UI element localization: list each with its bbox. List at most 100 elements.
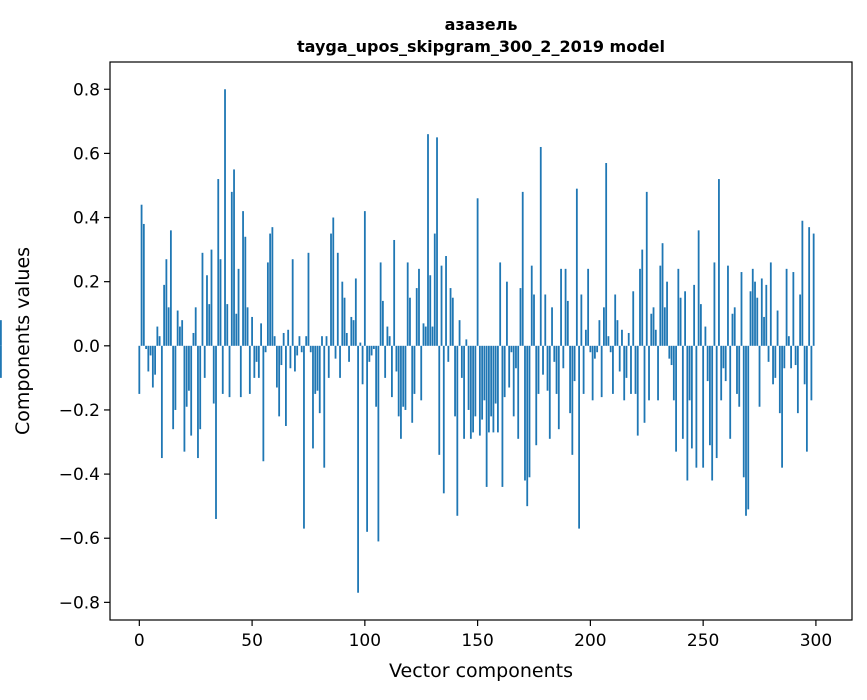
bar (810, 345, 813, 401)
bar (436, 137, 438, 346)
bar (600, 345, 603, 398)
bar (210, 249, 213, 346)
bar (720, 345, 723, 401)
bar (0, 320, 2, 346)
bar (167, 307, 170, 346)
bar (400, 345, 402, 439)
bar (792, 272, 795, 346)
bar (215, 345, 217, 519)
bar (652, 307, 655, 346)
bar (668, 345, 671, 359)
bar (526, 345, 529, 507)
bar (711, 345, 714, 481)
bar (630, 345, 632, 394)
bar (566, 300, 569, 346)
bar (388, 336, 391, 346)
bar (512, 345, 515, 417)
bar (515, 345, 517, 369)
bar (690, 345, 693, 449)
bar (801, 220, 804, 346)
bar (151, 345, 154, 388)
bar (578, 345, 580, 529)
bar (645, 191, 648, 346)
bar (298, 336, 301, 346)
bar (415, 288, 418, 346)
bar (230, 191, 233, 346)
x-tick-label: 50 (241, 631, 263, 651)
bar (300, 345, 303, 353)
bar (296, 345, 299, 356)
bar (542, 345, 544, 375)
bar (251, 316, 253, 346)
bar (539, 146, 542, 346)
bar (442, 345, 445, 494)
bar (639, 268, 641, 346)
bar (517, 345, 520, 439)
bar (609, 345, 612, 353)
bar (242, 211, 244, 346)
bar (661, 243, 664, 346)
bar (438, 345, 441, 455)
bar (309, 345, 312, 353)
bar (253, 345, 256, 378)
bar (765, 284, 768, 346)
bar (445, 256, 447, 346)
bar (751, 268, 754, 346)
bar (783, 345, 786, 369)
bar (381, 300, 384, 346)
bar (201, 252, 204, 346)
bar (796, 345, 799, 414)
bar (409, 297, 411, 346)
bar (625, 345, 628, 378)
bar (224, 89, 226, 346)
bar (693, 284, 696, 346)
bar (460, 345, 463, 378)
bar (467, 345, 470, 410)
bar (406, 262, 409, 346)
bar (596, 345, 599, 353)
bar (684, 291, 686, 346)
bar (397, 345, 400, 417)
bar (294, 345, 296, 372)
bar (521, 191, 524, 346)
bar (377, 345, 380, 542)
y-tick-label: 0.4 (73, 209, 100, 229)
bar (312, 345, 314, 449)
bar (754, 281, 756, 346)
bar (188, 345, 190, 391)
bar (287, 329, 290, 346)
bar (758, 345, 761, 407)
bar (384, 345, 387, 378)
bar (742, 345, 745, 478)
bar (485, 345, 488, 487)
bar (393, 239, 396, 346)
bar (424, 326, 427, 346)
bar (729, 345, 732, 439)
bar (641, 249, 644, 346)
bar (372, 345, 375, 350)
bar (627, 332, 630, 346)
bar (718, 179, 720, 346)
bar (659, 265, 662, 346)
bar (749, 291, 752, 346)
bar (618, 345, 621, 372)
x-axis-label: Vector components (389, 660, 573, 682)
bar (454, 345, 456, 417)
bar (812, 233, 815, 346)
bar (348, 345, 350, 362)
bar (722, 345, 725, 369)
bar (332, 217, 335, 346)
bar (359, 342, 362, 346)
bar (404, 345, 407, 410)
bar (582, 345, 585, 394)
bar (677, 268, 680, 346)
y-axis-ticks: −0.8 −0.6 −0.4 −0.2 0.0 0.2 0.4 0.6 0.8 (59, 80, 110, 613)
x-tick-label: 250 (687, 631, 719, 651)
y-tick-label: 0.6 (73, 144, 100, 164)
bar (706, 345, 709, 382)
bar (666, 281, 668, 346)
bar (145, 345, 147, 350)
bar (345, 332, 348, 346)
